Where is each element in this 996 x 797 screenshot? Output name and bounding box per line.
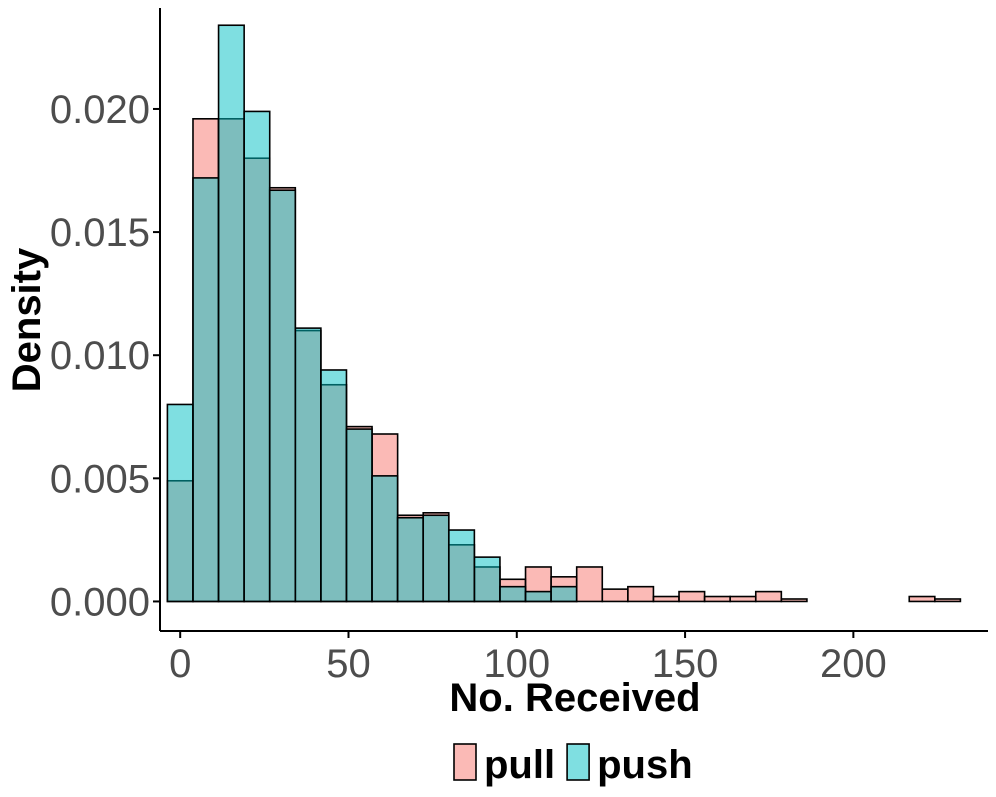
y-tick-label: 0.010	[50, 334, 150, 378]
bar-pull-23	[754, 590, 783, 603]
bar-pull-29	[908, 595, 936, 603]
x-tick-label: 200	[820, 642, 887, 686]
y-axis-title: Density	[5, 247, 49, 392]
bar-pull-17	[601, 588, 629, 603]
bar-push-2	[217, 24, 245, 603]
legend-swatch	[566, 743, 590, 781]
y-tick-label: 0.000	[50, 580, 150, 624]
series-push	[166, 24, 578, 603]
legend-label: pull	[484, 743, 555, 787]
bar-pull-16	[575, 566, 604, 603]
legend: pull push	[453, 743, 693, 787]
y-tick-label: 0.005	[50, 457, 150, 501]
plot-bars	[166, 24, 962, 603]
bar-push-12	[473, 556, 501, 603]
legend-item-pull: pull	[453, 743, 555, 787]
bar-pull-19	[652, 595, 680, 603]
bar-push-7	[345, 428, 373, 603]
bar-pull-30	[934, 598, 962, 603]
x-tick-label: 100	[483, 642, 550, 686]
x-tick-label: 150	[652, 642, 719, 686]
legend-item-push: push	[566, 743, 693, 787]
bar-pull-22	[729, 595, 757, 603]
bar-push-14	[524, 590, 552, 603]
bar-pull-20	[678, 590, 706, 603]
y-axis-ticks: 0.000 0.005 0.010 0.015 0.020	[50, 88, 160, 624]
bar-push-0	[166, 403, 194, 603]
x-tick-label: 0	[169, 642, 191, 686]
bar-push-3	[243, 110, 271, 603]
y-tick-label: 0.015	[50, 211, 150, 255]
x-axis-ticks: 0 50 100 150 200	[169, 631, 887, 686]
bar-push-1	[192, 177, 220, 603]
bar-pull-18	[627, 585, 655, 603]
bar-push-8	[371, 475, 399, 603]
bar-push-11	[447, 529, 476, 603]
legend-label: push	[597, 743, 693, 787]
bar-push-5	[294, 327, 322, 603]
bar-push-6	[320, 369, 348, 603]
x-axis-title: No. Received	[449, 676, 700, 720]
bar-push-4	[268, 189, 297, 603]
y-tick-label: 0.020	[50, 88, 150, 132]
legend-swatch	[453, 743, 477, 781]
bar-pull-24	[780, 598, 808, 603]
bar-push-13	[499, 585, 527, 603]
x-tick-label: 50	[326, 642, 371, 686]
bar-push-10	[422, 514, 450, 603]
bar-push-9	[396, 516, 425, 603]
bar-push-15	[550, 585, 578, 603]
bar-pull-21	[703, 595, 731, 603]
